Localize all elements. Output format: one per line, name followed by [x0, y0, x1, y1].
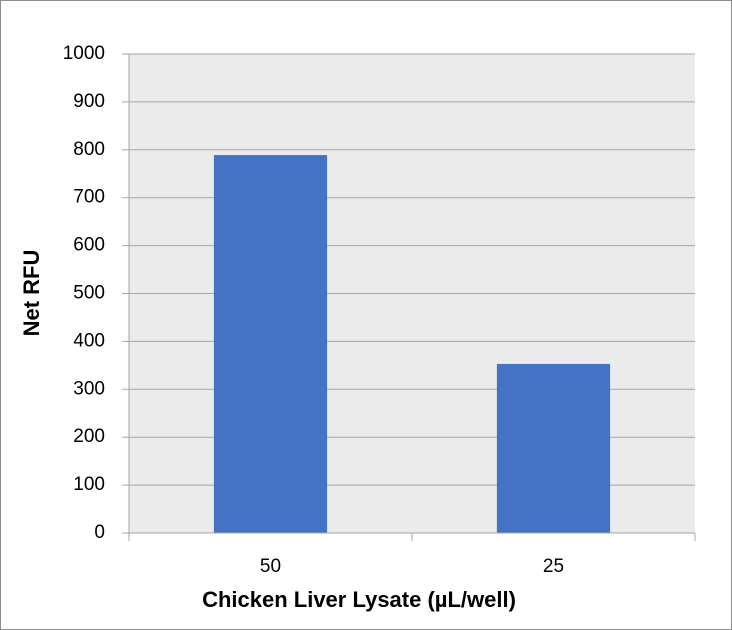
- y-tick-label: 200: [73, 426, 105, 447]
- bar: [213, 155, 328, 533]
- x-axis-title: Chicken Liver Lysate (µL/well): [202, 587, 516, 612]
- x-tick-label: 25: [543, 556, 564, 577]
- x-tick-label: 50: [260, 556, 281, 577]
- y-tick-label: 800: [73, 139, 105, 160]
- y-tick-label: 300: [73, 378, 105, 399]
- y-tick-label: 0: [94, 522, 105, 543]
- y-tick-label: 1000: [63, 43, 105, 64]
- y-tick-label: 700: [73, 187, 105, 208]
- y-tick-label: 900: [73, 91, 105, 112]
- y-tick-label: 500: [73, 283, 105, 304]
- y-tick-label: 400: [73, 330, 105, 351]
- y-tick-label: 100: [73, 474, 105, 495]
- y-tick-label: 600: [73, 235, 105, 256]
- bar: [496, 363, 611, 533]
- y-axis-title: Net RFU: [19, 250, 44, 337]
